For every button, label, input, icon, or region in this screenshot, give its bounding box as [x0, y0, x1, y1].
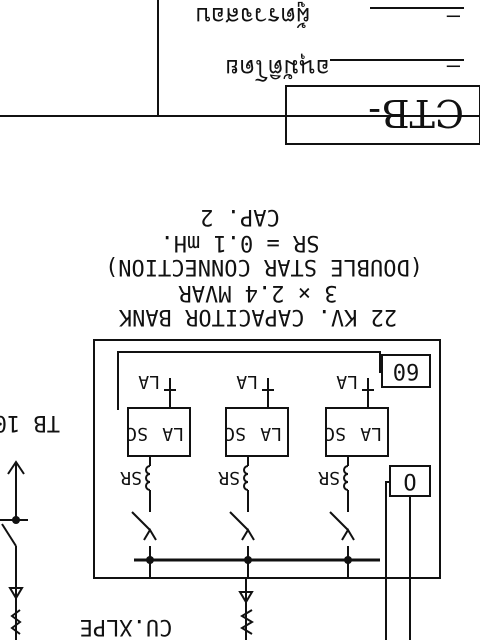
- bank-rating: 3 × 2.4 MVAR: [178, 280, 338, 305]
- capacitor-bank-notes: CAP. 2 SR = 0.1 mH. (DOUBLE STAR CONNECT…: [105, 204, 423, 329]
- phase-1-sr-label: SR: [318, 467, 340, 488]
- feeder-breaker-blade: [1, 523, 17, 547]
- cable-arrow-icon: [238, 591, 254, 604]
- title-block: CTB- — — อนุมัติโดย ผู้ตรวจสอบ: [0, 0, 480, 145]
- phase-1-reactor-coil-icon: [343, 465, 349, 491]
- phase-2-arrester-icon: [262, 378, 274, 408]
- phase-1-arrester-icon: [362, 378, 374, 408]
- dash-1: —: [446, 54, 460, 79]
- thai-line-1: อนุมัติโดย: [225, 53, 330, 82]
- phase-2-la-label: LA: [260, 423, 282, 444]
- phase-3-capacitor-box: [127, 407, 191, 457]
- phase-3-sc-label: SC: [126, 423, 148, 444]
- phase-2-capacitor-box: [225, 407, 289, 457]
- left-feeder: TB 10: [0, 410, 60, 640]
- phase-3-switch-blade: [131, 511, 151, 531]
- cap-id: CAP. 2: [200, 204, 279, 229]
- phase-2-bus-node: [244, 556, 252, 564]
- phase-3-la-label: LA: [162, 423, 184, 444]
- feeder-surge-arrester-icon: [10, 609, 22, 635]
- phase-1-switch-blade: [329, 511, 349, 531]
- title-code: CTB-: [368, 91, 464, 135]
- phase-3-arrester-icon: [164, 378, 176, 408]
- relay-60-label: 60: [393, 358, 420, 383]
- relay-60: 60: [117, 351, 431, 410]
- phase-2-la-label-top: LA: [236, 371, 258, 392]
- capacitor-bank-enclosure: [93, 339, 441, 579]
- phase-1-disconnect-icon: [341, 528, 355, 541]
- phase-1-capacitor-box: [325, 407, 389, 457]
- phase-2-sc-label: SC: [224, 423, 246, 444]
- reactor-rating: SR = 0.1 mH.: [161, 230, 320, 255]
- relay-o-box: [389, 465, 431, 497]
- phase-2-reactor-coil-icon: [243, 465, 249, 491]
- cable-label: CU.XLPE: [80, 614, 173, 639]
- phase-3-sr-label: SR: [120, 467, 142, 488]
- phase-1-bus-node: [344, 556, 352, 564]
- phase-1-la-label: LA: [360, 423, 382, 444]
- feeder-arrow-icon: [7, 460, 25, 475]
- phase-legs: SR SC LA LA SR SC LA LA SR SC LA LA: [120, 371, 389, 578]
- cable-termination-icon: [240, 609, 254, 635]
- relay-60-wiring: [117, 351, 382, 410]
- phase-3-disconnect-icon: [143, 528, 157, 541]
- phase-1-la-label-top: LA: [336, 371, 358, 392]
- phase-3-la-label-top: LA: [138, 371, 160, 392]
- bank-title: 22 KV. CAPACITOR BANK: [118, 304, 397, 329]
- phase-1-sc-label: SC: [324, 423, 346, 444]
- incoming-cable: CU.XLPE: [80, 578, 254, 640]
- relay-o-wire-a: [385, 481, 390, 640]
- connection-type: (DOUBLE STAR CONNECTION): [105, 254, 423, 279]
- dash-2: —: [446, 4, 460, 29]
- phase-3-reactor-coil-icon: [145, 465, 151, 491]
- relay-o-label: O: [403, 468, 416, 493]
- phase-3-bus-node: [146, 556, 154, 564]
- phase-2-switch-blade: [229, 511, 249, 531]
- feeder-lower-arrow-icon: [8, 587, 24, 600]
- thai-line-2: ผู้ตรวจสอบ: [196, 1, 310, 30]
- relay-o: O: [385, 465, 431, 640]
- phase-2-disconnect-icon: [241, 528, 255, 541]
- phase-2-sr-label: SR: [218, 467, 240, 488]
- tb-label: TB 10: [0, 410, 60, 435]
